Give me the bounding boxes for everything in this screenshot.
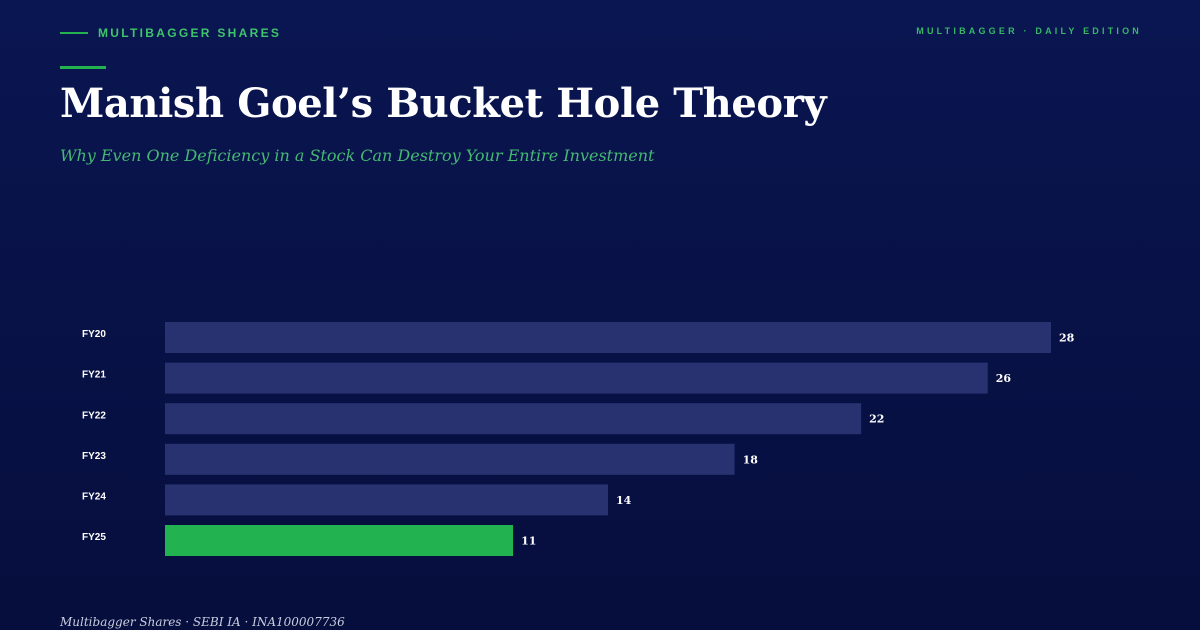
bar-fy23 — [165, 443, 735, 475]
page-title: Manish Goel’s Bucket Hole Theory — [60, 80, 827, 127]
bar-fy22 — [165, 403, 862, 435]
category-label-fy21: FY21 — [82, 370, 106, 381]
value-label-fy24: 14 — [616, 494, 632, 507]
title-accent-bar — [60, 66, 106, 69]
value-label-fy21: 26 — [996, 372, 1012, 385]
category-label-fy20: FY20 — [82, 329, 106, 340]
value-label-fy20: 28 — [1059, 332, 1075, 345]
brand-accent-line — [60, 32, 88, 34]
value-label-fy23: 18 — [743, 453, 759, 466]
value-label-fy25: 11 — [521, 535, 536, 548]
bar-fy24 — [165, 484, 608, 516]
category-label-fy25: FY25 — [82, 532, 106, 543]
category-label-fy23: FY23 — [82, 451, 106, 462]
bar-fy25 — [165, 525, 514, 556]
category-label-fy24: FY24 — [82, 492, 106, 503]
edition-label: MULTIBAGGER · DAILY EDITION — [916, 26, 1142, 36]
value-label-fy22: 22 — [869, 413, 884, 426]
brand: MULTIBAGGER SHARES — [60, 26, 281, 40]
bar-fy20 — [165, 322, 1051, 353]
brand-name: MULTIBAGGER SHARES — [98, 26, 282, 40]
page-subtitle: Why Even One Deficiency in a Stock Can D… — [60, 146, 655, 165]
footer-credit: Multibagger Shares · SEBI IA · INA100007… — [60, 615, 345, 629]
category-label-fy22: FY22 — [82, 410, 106, 421]
bar-fy21 — [165, 362, 988, 394]
